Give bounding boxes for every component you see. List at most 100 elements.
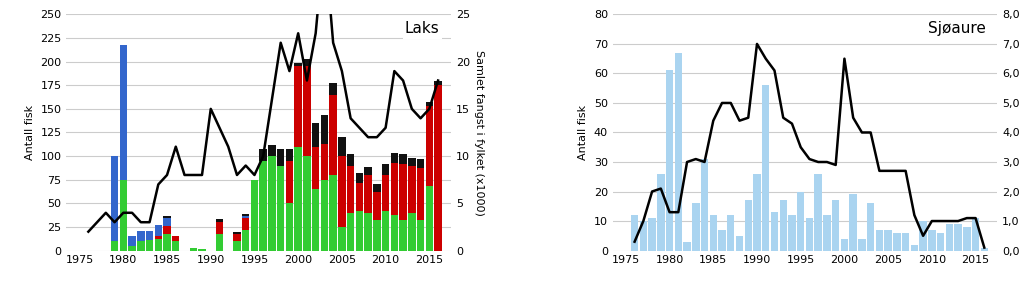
Bar [408, 166, 415, 213]
Bar [189, 248, 197, 251]
Bar [285, 161, 294, 203]
Bar [146, 240, 153, 251]
Bar [260, 161, 267, 251]
Bar [242, 216, 250, 218]
Bar [718, 230, 725, 251]
Bar [789, 215, 796, 251]
Bar [910, 245, 918, 251]
Bar [399, 154, 407, 164]
Bar [736, 236, 744, 251]
Bar [364, 167, 371, 175]
Bar [866, 203, 875, 251]
Bar [268, 156, 275, 251]
Bar [356, 211, 363, 251]
Bar [242, 230, 250, 251]
Bar [426, 102, 433, 106]
Bar [416, 220, 425, 251]
Bar [347, 213, 354, 251]
Bar [110, 156, 119, 241]
Bar [373, 184, 381, 192]
Bar [120, 45, 127, 180]
Bar [320, 144, 328, 180]
Bar [233, 232, 240, 234]
Bar [937, 233, 944, 251]
Bar [945, 224, 953, 251]
Bar [666, 71, 673, 251]
Bar [329, 83, 337, 95]
Bar [339, 156, 346, 227]
Bar [928, 230, 936, 251]
Bar [356, 183, 363, 211]
Text: Laks: Laks [405, 22, 440, 37]
Bar [780, 200, 787, 251]
Bar [277, 166, 284, 251]
Bar [320, 115, 328, 144]
Bar [885, 230, 892, 251]
Bar [233, 241, 240, 251]
Bar [339, 227, 346, 251]
Bar [154, 236, 162, 239]
Bar [841, 239, 848, 251]
Bar [814, 174, 821, 251]
Bar [216, 219, 223, 222]
Bar [416, 159, 425, 168]
Bar [260, 149, 267, 161]
Bar [285, 149, 294, 161]
Bar [347, 166, 354, 213]
Bar [797, 192, 804, 251]
Bar [154, 225, 162, 236]
Bar [128, 236, 136, 246]
Y-axis label: Antall fisk: Antall fisk [578, 105, 588, 160]
Bar [242, 218, 250, 230]
Bar [242, 214, 250, 216]
Bar [164, 234, 171, 251]
Bar [770, 212, 779, 251]
Bar [426, 186, 433, 251]
Bar [435, 82, 442, 85]
Bar [902, 233, 909, 251]
Bar [164, 226, 171, 234]
Bar [806, 218, 813, 251]
Bar [408, 213, 415, 251]
Bar [364, 213, 371, 251]
Bar [356, 173, 363, 183]
Bar [382, 175, 390, 211]
Bar [233, 234, 240, 241]
Bar [312, 147, 319, 189]
Bar [295, 62, 302, 66]
Bar [154, 239, 162, 251]
Y-axis label: Samlet fangst i fylket (x1000): Samlet fangst i fylket (x1000) [474, 50, 484, 215]
Bar [981, 248, 988, 251]
Bar [745, 200, 752, 251]
Bar [849, 194, 857, 251]
Bar [391, 215, 398, 251]
Bar [893, 233, 900, 251]
Bar [295, 147, 302, 251]
Bar [120, 180, 127, 251]
Bar [391, 153, 398, 163]
Bar [329, 95, 337, 175]
Bar [727, 215, 735, 251]
Bar [320, 180, 328, 251]
Bar [426, 106, 433, 186]
Bar [164, 216, 171, 218]
Bar [285, 203, 294, 251]
Bar [382, 164, 390, 175]
Bar [631, 215, 638, 251]
Bar [312, 189, 319, 251]
Bar [373, 220, 381, 251]
Bar [762, 85, 769, 251]
Bar [268, 145, 275, 156]
Bar [399, 220, 407, 251]
Bar [329, 175, 337, 251]
Bar [693, 203, 700, 251]
Bar [339, 137, 346, 156]
Bar [364, 175, 371, 213]
Bar [710, 215, 717, 251]
Bar [251, 180, 258, 251]
Bar [295, 66, 302, 147]
Bar [954, 224, 962, 251]
Bar [753, 174, 761, 251]
Bar [128, 246, 136, 251]
Bar [649, 218, 656, 251]
